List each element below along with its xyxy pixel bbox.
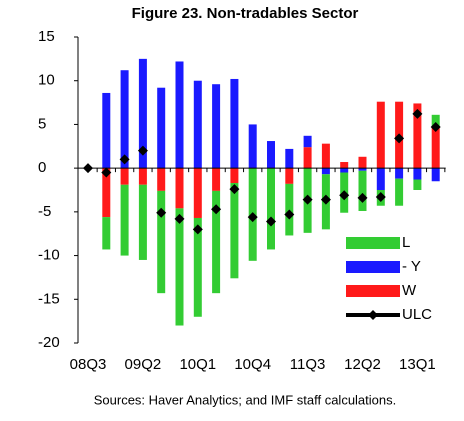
line-marker bbox=[229, 184, 240, 195]
bar bbox=[157, 190, 166, 294]
bar bbox=[138, 168, 147, 185]
bar bbox=[157, 168, 166, 191]
line-marker bbox=[174, 213, 185, 224]
line-marker bbox=[119, 154, 130, 165]
bar bbox=[285, 148, 294, 169]
bar bbox=[431, 126, 440, 169]
line-marker bbox=[137, 145, 148, 156]
line-marker bbox=[357, 192, 368, 203]
line-marker bbox=[284, 209, 295, 220]
line-marker bbox=[83, 163, 93, 174]
y-tick-label: -5 bbox=[38, 203, 51, 220]
bar bbox=[303, 135, 312, 148]
x-tick-label: 09Q2 bbox=[125, 356, 162, 373]
y-tick-label: -15 bbox=[38, 290, 60, 307]
bar bbox=[102, 217, 111, 250]
bar bbox=[358, 170, 367, 211]
bar bbox=[267, 168, 275, 250]
bar bbox=[102, 92, 111, 169]
bar bbox=[138, 184, 147, 260]
bar bbox=[267, 141, 275, 169]
bar bbox=[175, 208, 184, 326]
bar bbox=[120, 70, 129, 169]
bar bbox=[321, 143, 330, 169]
chart-title: Figure 23. Non-tradables Sector bbox=[132, 5, 359, 22]
x-tick-label: 10Q4 bbox=[234, 356, 271, 373]
y-tick-label: 15 bbox=[38, 28, 55, 45]
x-tick-label: 08Q3 bbox=[70, 356, 107, 373]
y-tick-label: 10 bbox=[38, 72, 55, 89]
line-marker bbox=[320, 194, 331, 205]
y-tick-label: 0 bbox=[38, 159, 46, 176]
bar bbox=[340, 168, 349, 173]
bar bbox=[358, 156, 367, 169]
line-marker bbox=[156, 207, 167, 218]
bar bbox=[193, 168, 202, 218]
bar bbox=[431, 168, 440, 182]
legend-swatch bbox=[346, 285, 400, 297]
bar bbox=[376, 101, 385, 169]
legend-label: W bbox=[402, 282, 417, 299]
x-tick-label: 13Q1 bbox=[399, 356, 436, 373]
legend-label: - Y bbox=[402, 258, 421, 275]
bar bbox=[376, 168, 385, 190]
bar bbox=[358, 168, 367, 171]
bar bbox=[395, 168, 404, 179]
bar bbox=[431, 114, 440, 127]
legend-label: L bbox=[402, 234, 410, 251]
bar bbox=[193, 217, 202, 317]
line-marker bbox=[302, 194, 313, 205]
line-marker bbox=[101, 167, 112, 178]
bar bbox=[230, 78, 239, 169]
legend-swatch bbox=[346, 237, 400, 249]
source-note: Sources: Haver Analytics; and IMF staff … bbox=[94, 392, 397, 407]
bar bbox=[120, 184, 129, 256]
bar bbox=[285, 168, 294, 184]
bar bbox=[303, 147, 312, 169]
bar bbox=[321, 168, 330, 175]
y-tick-label: -20 bbox=[38, 334, 60, 351]
line-marker bbox=[412, 108, 423, 119]
bar bbox=[175, 61, 184, 169]
bar bbox=[413, 179, 422, 190]
bar bbox=[413, 168, 422, 180]
line-marker bbox=[266, 216, 276, 227]
bar bbox=[212, 168, 221, 191]
line-marker bbox=[247, 212, 258, 223]
bar bbox=[340, 162, 349, 169]
x-tick-label: 10Q1 bbox=[179, 356, 216, 373]
bar bbox=[102, 168, 111, 218]
line-marker bbox=[375, 191, 386, 202]
line-marker bbox=[339, 190, 350, 201]
line-marker bbox=[394, 133, 405, 144]
bar bbox=[230, 168, 239, 184]
y-tick-label: -10 bbox=[38, 247, 60, 264]
y-tick-label: 5 bbox=[38, 115, 46, 132]
bar bbox=[248, 124, 257, 169]
bar bbox=[212, 190, 221, 294]
bar bbox=[212, 84, 221, 169]
bar bbox=[193, 80, 202, 169]
line-marker bbox=[430, 122, 441, 133]
line-marker bbox=[192, 224, 203, 235]
bar bbox=[395, 178, 404, 206]
line-marker bbox=[211, 204, 222, 215]
legend-marker bbox=[368, 310, 378, 320]
bar bbox=[175, 168, 184, 209]
bar bbox=[120, 168, 129, 185]
legend-swatch bbox=[346, 261, 400, 273]
x-tick-label: 12Q2 bbox=[344, 356, 381, 373]
bar bbox=[413, 103, 422, 169]
bar bbox=[157, 87, 166, 169]
bar bbox=[138, 58, 147, 169]
x-tick-label: 11Q3 bbox=[290, 356, 326, 373]
bar bbox=[230, 183, 239, 279]
legend-label: ULC bbox=[402, 306, 432, 323]
